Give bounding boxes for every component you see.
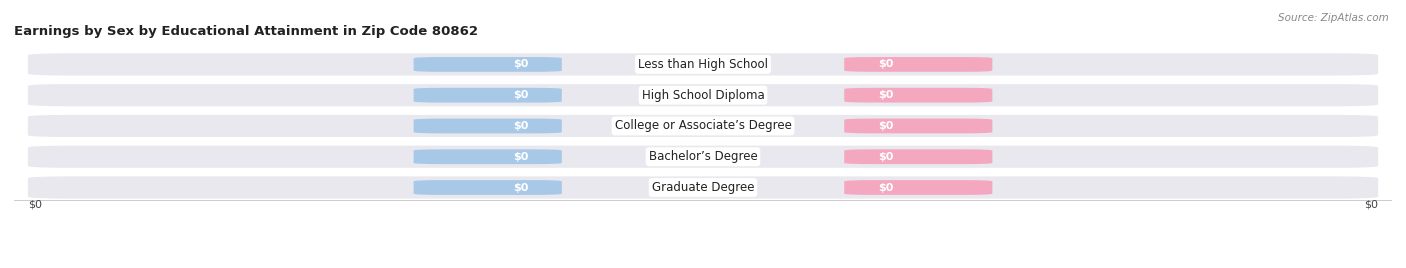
Text: $0: $0 bbox=[513, 183, 529, 192]
FancyBboxPatch shape bbox=[844, 88, 993, 103]
FancyBboxPatch shape bbox=[413, 149, 562, 164]
Text: Earnings by Sex by Educational Attainment in Zip Code 80862: Earnings by Sex by Educational Attainmen… bbox=[14, 25, 478, 38]
Text: High School Diploma: High School Diploma bbox=[641, 89, 765, 102]
FancyBboxPatch shape bbox=[28, 53, 1378, 76]
Text: Source: ZipAtlas.com: Source: ZipAtlas.com bbox=[1278, 13, 1389, 23]
Text: $0: $0 bbox=[877, 152, 893, 162]
Text: $0: $0 bbox=[877, 121, 893, 131]
Text: $0: $0 bbox=[513, 59, 529, 69]
FancyBboxPatch shape bbox=[28, 84, 1378, 106]
FancyBboxPatch shape bbox=[844, 118, 993, 133]
Text: $0: $0 bbox=[513, 152, 529, 162]
Text: $0: $0 bbox=[877, 59, 893, 69]
FancyBboxPatch shape bbox=[844, 57, 993, 72]
Text: $0: $0 bbox=[513, 121, 529, 131]
FancyBboxPatch shape bbox=[413, 88, 562, 103]
FancyBboxPatch shape bbox=[28, 146, 1378, 168]
Text: Graduate Degree: Graduate Degree bbox=[652, 181, 754, 194]
FancyBboxPatch shape bbox=[844, 180, 993, 195]
Text: $0: $0 bbox=[1364, 200, 1378, 210]
Text: College or Associate’s Degree: College or Associate’s Degree bbox=[614, 120, 792, 132]
FancyBboxPatch shape bbox=[413, 57, 562, 72]
Text: $0: $0 bbox=[28, 200, 42, 210]
Text: $0: $0 bbox=[513, 90, 529, 100]
FancyBboxPatch shape bbox=[413, 118, 562, 133]
FancyBboxPatch shape bbox=[844, 149, 993, 164]
Text: Less than High School: Less than High School bbox=[638, 58, 768, 71]
Text: Bachelor’s Degree: Bachelor’s Degree bbox=[648, 150, 758, 163]
FancyBboxPatch shape bbox=[413, 180, 562, 195]
FancyBboxPatch shape bbox=[28, 176, 1378, 199]
Text: $0: $0 bbox=[877, 90, 893, 100]
Text: $0: $0 bbox=[877, 183, 893, 192]
FancyBboxPatch shape bbox=[28, 115, 1378, 137]
